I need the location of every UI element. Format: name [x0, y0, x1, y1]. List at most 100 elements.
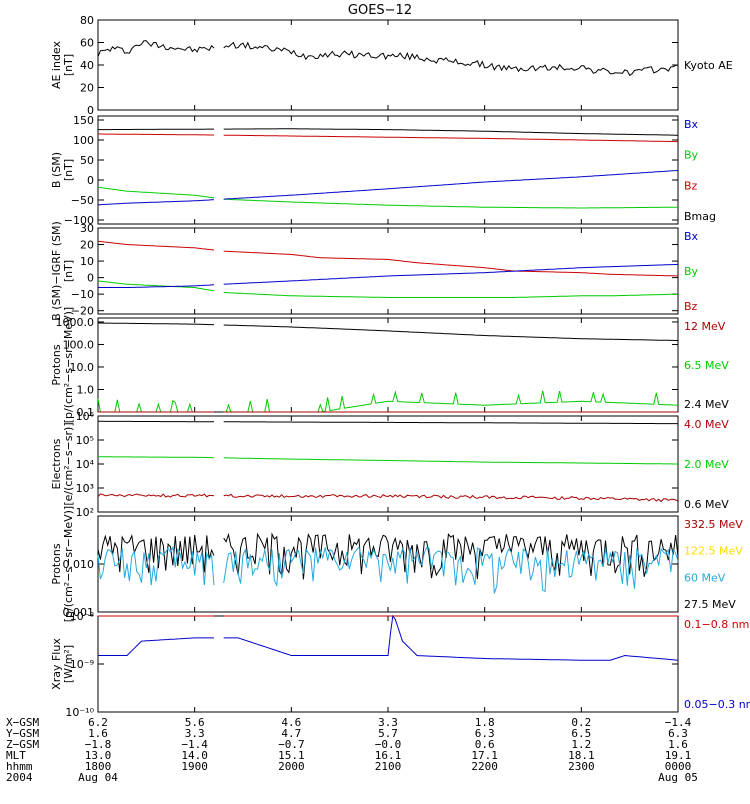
legend-entry: By: [684, 265, 699, 278]
xaxis-row-label: 2004: [6, 771, 33, 784]
series-line-protons-0: [98, 322, 678, 341]
y-axis-label: [W/m²]: [62, 645, 75, 683]
xaxis-row-value: 5.6: [185, 716, 205, 729]
panel-frame-ae: [97, 19, 679, 111]
ytick-label: 10: [80, 255, 94, 268]
xaxis-row-label: X−GSM: [6, 716, 39, 729]
legend-entry: 332.5 MeV: [684, 518, 743, 531]
ytick-label: 10⁵: [76, 434, 94, 447]
ytick-label: 150: [73, 114, 94, 127]
y-axis-label: Electrons: [50, 438, 63, 489]
ytick-label: 30: [80, 222, 94, 235]
ytick-label: 0.1: [77, 406, 95, 419]
ytick-label: 10⁻¹⁰: [65, 706, 94, 719]
xaxis-row-value: 17.1: [471, 749, 498, 762]
xaxis-row-value: 1.6: [88, 727, 108, 740]
xaxis-row-value: 2000: [278, 760, 305, 773]
xaxis-row-value: 6.3: [668, 727, 688, 740]
panel-frame-electrons: [97, 415, 679, 513]
y-axis-label: [e/(cm²−s−sr)]: [62, 422, 75, 505]
ytick-label: 100.0: [63, 338, 95, 351]
xaxis-row-value: 2300: [568, 760, 595, 773]
legend-entry: 4.0 MeV: [684, 418, 729, 431]
ytick-label: 80: [80, 14, 94, 27]
ytick-label: 10²: [76, 506, 94, 519]
ytick-label: 50: [80, 154, 94, 167]
legend-entry: 122.5 MeV: [684, 545, 743, 558]
xaxis-row-value: −1.4: [181, 738, 208, 751]
xaxis-row-value: 13.0: [85, 749, 112, 762]
xaxis-row-value: 15.1: [278, 749, 305, 762]
xaxis-row-value: 3.3: [378, 716, 398, 729]
ytick-label: 0: [87, 272, 94, 285]
ytick-label: 10⁻⁹: [70, 658, 94, 671]
panel-frame-xray: [97, 615, 679, 713]
y-axis-label: Protons: [50, 543, 63, 584]
xaxis-row-value: 2200: [471, 760, 498, 773]
xaxis-row-value: 14.0: [181, 749, 208, 762]
series-line-electrons-2: [97, 493, 679, 503]
xaxis-row-value: 6.2: [88, 716, 108, 729]
panel-xray: 10⁻¹⁰ 10⁻⁹ 10⁻⁸ Xray Flux [W/m²] 0.1−0.8 nm 0.…: [50, 610, 750, 719]
ytick-label: 20: [80, 239, 94, 252]
xaxis-row-label: MLT: [6, 749, 26, 762]
y-axis-label: Xray Flux: [50, 638, 63, 690]
ytick-label: −50: [71, 194, 94, 207]
y-axis-label: Protons: [50, 344, 63, 385]
y-axis-label: AE index: [50, 40, 63, 89]
ytick-label: 0.001: [63, 606, 95, 619]
ytick-label: 1000.0: [56, 316, 95, 329]
xaxis-row-value: 2100: [375, 760, 402, 773]
legend-entry: Bz: [684, 179, 698, 192]
xaxis-row-value: 1.2: [571, 738, 591, 751]
series-line-b-2: [97, 186, 678, 209]
xaxis-row-value: Aug 04: [78, 771, 118, 784]
series-line-db-0: [97, 240, 679, 277]
legend-entry: 60 MeV: [684, 571, 726, 584]
legend-entry: Bx: [684, 118, 699, 131]
ytick-label: 10.0: [70, 361, 95, 374]
xaxis-row-value: 4.7: [281, 727, 301, 740]
series-line-b-3: [97, 169, 679, 206]
legend-entry: 0.05−0.3 nm: [684, 698, 750, 711]
ytick-label: 60: [80, 37, 94, 50]
plot-title: GOES−12: [348, 3, 412, 18]
xaxis-row-value: 0.6: [475, 738, 495, 751]
y-axis-label: [p/(cm²−s−sr−MeV)]: [62, 307, 75, 423]
panel-frame-db: [97, 227, 679, 315]
xaxis-row-value: 1900: [181, 760, 208, 773]
y-axis-label: [nT]: [62, 260, 75, 282]
ytick-label: 10⁶: [76, 410, 95, 423]
xaxis-row-value: 19.1: [665, 749, 692, 762]
legend-entry: By: [684, 149, 699, 162]
xaxis-row-value: 16.1: [375, 749, 402, 762]
ytick-label: 20: [80, 82, 94, 95]
y-axis-label: [p/(cm²−s−sr−MeV)]: [62, 506, 75, 622]
xaxis-row-value: 0.2: [571, 716, 591, 729]
xaxis-row-value: 1.8: [475, 716, 495, 729]
legend-entry: 0.1−0.8 nm: [684, 618, 749, 631]
ytick-label: −100: [64, 214, 94, 227]
ytick-label: 1.0: [77, 383, 95, 396]
xaxis-row-label: Y−GSM: [6, 727, 39, 740]
xaxis-row-value: 3.3: [185, 727, 205, 740]
series-line-ae-0: [97, 40, 679, 77]
xaxis-row-value: −1.4: [665, 716, 692, 729]
ytick-label: 0: [87, 104, 94, 117]
series-line-electrons-0: [98, 420, 679, 425]
legend-entry: Bz: [684, 300, 698, 313]
series-line-db-2: [98, 263, 679, 288]
xaxis-row-value: −0.7: [278, 738, 305, 751]
legend-entry: Bx: [684, 230, 699, 243]
xaxis-row-value: 6.3: [475, 727, 495, 740]
panel-protons: 0.1 1.0 10.0 100.0 1000.0 Protons [p/(cm²−s−sr…: [50, 307, 729, 423]
xaxis-row-value: −0.0: [375, 738, 402, 751]
legend-entry: 0.6 MeV: [684, 498, 729, 511]
legend-entry: 6.5 MeV: [684, 359, 729, 372]
xaxis-row-value: 1800: [85, 760, 112, 773]
ytick-label: 10⁴: [76, 458, 95, 471]
legend-entry: 27.5 MeV: [684, 598, 736, 611]
legend-entry: 12 MeV: [684, 320, 726, 333]
